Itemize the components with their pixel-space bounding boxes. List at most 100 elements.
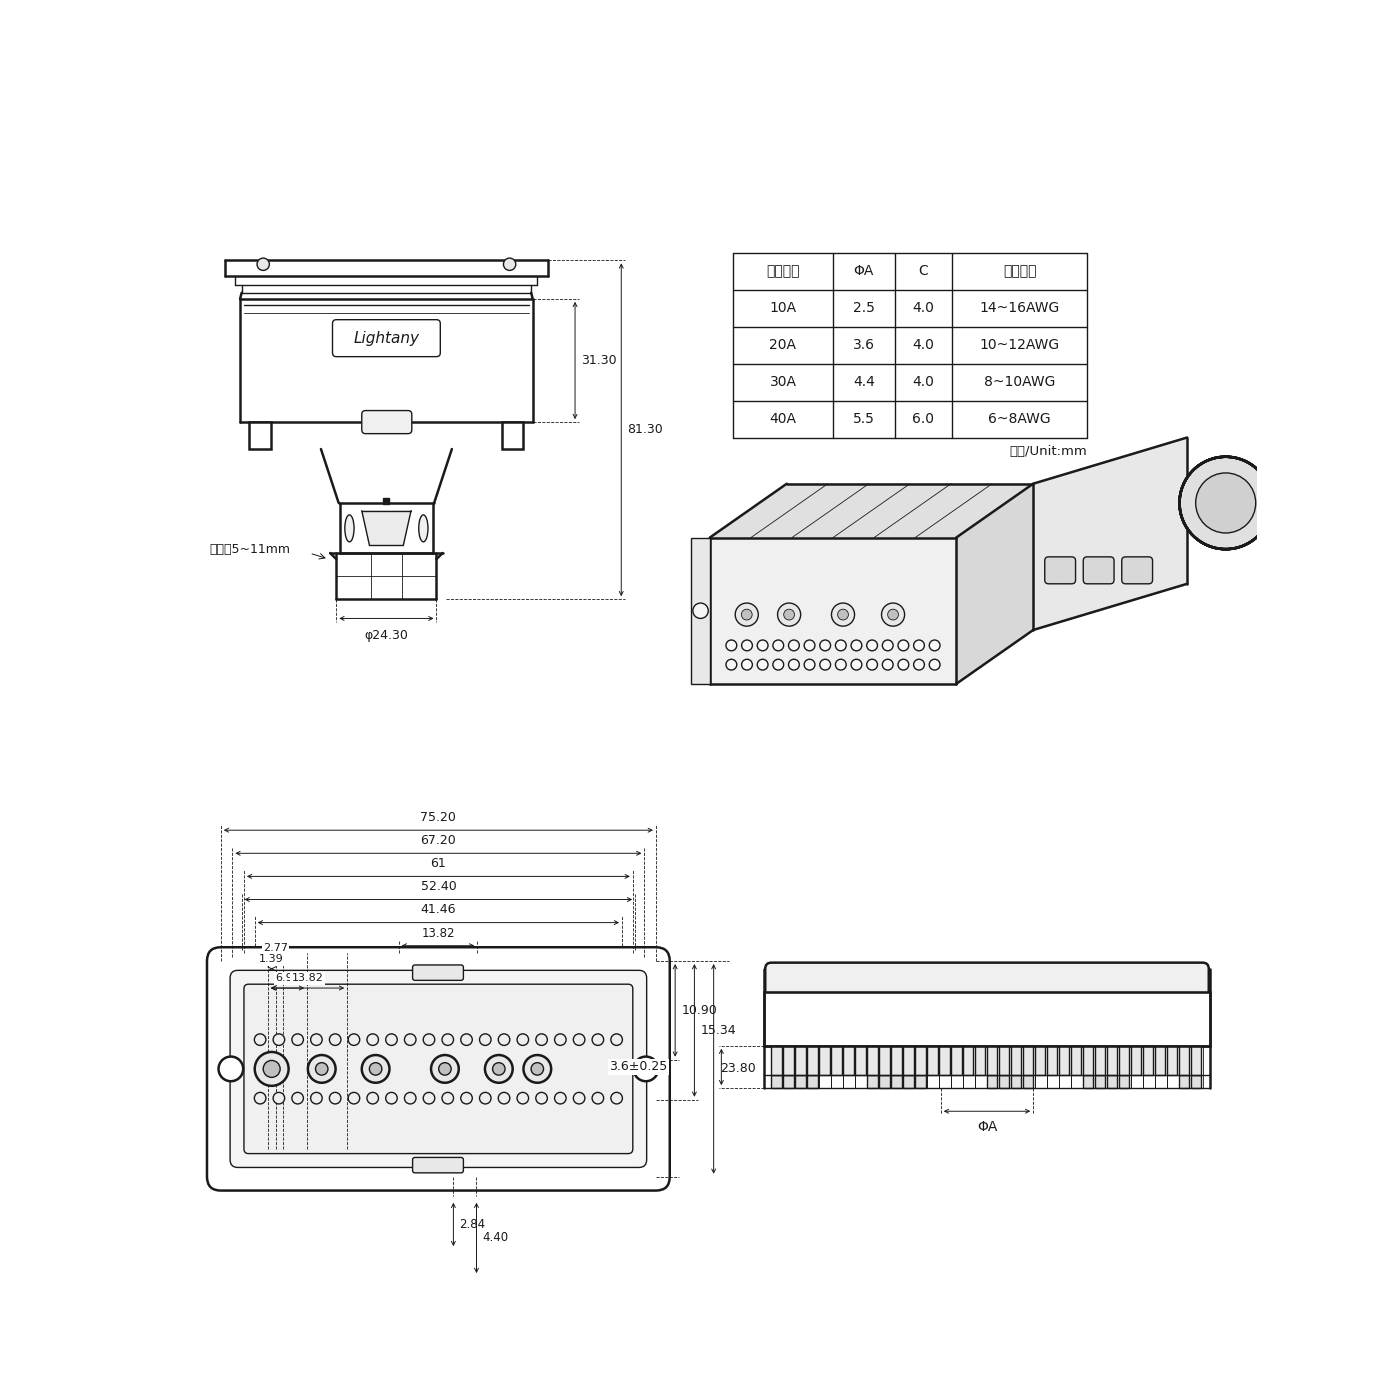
Circle shape xyxy=(882,640,893,651)
Circle shape xyxy=(311,1033,322,1046)
Text: 2.5: 2.5 xyxy=(853,301,875,315)
Circle shape xyxy=(574,1092,585,1105)
Text: 31.30: 31.30 xyxy=(581,354,617,367)
Circle shape xyxy=(592,1092,603,1105)
Bar xyxy=(892,1075,902,1088)
Circle shape xyxy=(263,1060,280,1078)
Text: 30A: 30A xyxy=(770,375,797,389)
Circle shape xyxy=(442,1033,454,1046)
Bar xyxy=(1011,1046,1022,1075)
Bar xyxy=(1131,1046,1141,1075)
Bar xyxy=(879,1046,889,1075)
Circle shape xyxy=(517,1033,529,1046)
FancyBboxPatch shape xyxy=(1084,557,1114,584)
Text: 4.4: 4.4 xyxy=(853,375,875,389)
Circle shape xyxy=(431,1056,459,1082)
Text: Lightany: Lightany xyxy=(353,330,420,346)
Circle shape xyxy=(836,659,846,671)
Circle shape xyxy=(536,1092,547,1105)
Text: 41.46: 41.46 xyxy=(420,903,456,917)
Circle shape xyxy=(531,1063,543,1075)
Bar xyxy=(1179,1046,1189,1075)
Text: 52.40: 52.40 xyxy=(420,881,456,893)
Bar xyxy=(795,1046,806,1075)
FancyBboxPatch shape xyxy=(230,970,647,1168)
Circle shape xyxy=(438,1063,451,1075)
Bar xyxy=(1047,1046,1057,1075)
Circle shape xyxy=(897,659,909,671)
Bar xyxy=(916,1046,925,1075)
Bar xyxy=(1119,1046,1130,1075)
Circle shape xyxy=(851,659,862,671)
Bar xyxy=(1179,1075,1189,1088)
Text: 15.34: 15.34 xyxy=(700,1023,736,1037)
Circle shape xyxy=(554,1033,566,1046)
Circle shape xyxy=(385,1092,398,1105)
Text: 3.6±0.25: 3.6±0.25 xyxy=(609,1060,668,1074)
Text: 6.91: 6.91 xyxy=(274,973,300,983)
Text: 75.20: 75.20 xyxy=(420,811,456,825)
Circle shape xyxy=(385,1033,398,1046)
Circle shape xyxy=(524,1056,552,1082)
Circle shape xyxy=(258,258,269,270)
Circle shape xyxy=(480,1092,491,1105)
FancyBboxPatch shape xyxy=(207,948,669,1190)
Circle shape xyxy=(836,640,846,651)
Bar xyxy=(808,1046,818,1075)
Circle shape xyxy=(517,1092,529,1105)
Circle shape xyxy=(897,640,909,651)
Bar xyxy=(916,1075,925,1088)
Bar xyxy=(1095,1046,1105,1075)
Bar xyxy=(1142,1046,1154,1075)
Text: 4.0: 4.0 xyxy=(913,375,934,389)
Circle shape xyxy=(329,1033,342,1046)
Text: 6~8AWG: 6~8AWG xyxy=(988,412,1051,426)
Circle shape xyxy=(610,1033,623,1046)
Text: 线材规格: 线材规格 xyxy=(1002,265,1036,279)
Text: 2.77: 2.77 xyxy=(263,942,288,952)
Text: 20A: 20A xyxy=(770,339,797,353)
Circle shape xyxy=(804,659,815,671)
Text: 4.40: 4.40 xyxy=(483,1232,508,1245)
Circle shape xyxy=(784,609,795,620)
Text: 40A: 40A xyxy=(770,412,797,426)
Circle shape xyxy=(735,603,759,626)
Circle shape xyxy=(832,603,854,626)
Bar xyxy=(974,1046,986,1075)
Text: 额定电流: 额定电流 xyxy=(766,265,799,279)
Text: 14~16AWG: 14~16AWG xyxy=(980,301,1060,315)
Bar xyxy=(1082,1075,1093,1088)
Bar xyxy=(963,1046,973,1075)
Bar xyxy=(771,1046,781,1075)
Circle shape xyxy=(757,640,769,651)
Circle shape xyxy=(291,1092,304,1105)
Circle shape xyxy=(461,1033,472,1046)
Bar xyxy=(795,1075,806,1088)
Circle shape xyxy=(788,640,799,651)
Bar xyxy=(1190,1046,1201,1075)
Circle shape xyxy=(480,1033,491,1046)
Text: 61: 61 xyxy=(431,857,447,871)
Text: 2.84: 2.84 xyxy=(459,1218,486,1231)
FancyBboxPatch shape xyxy=(1121,557,1152,584)
Bar xyxy=(819,1046,830,1075)
Text: 67.20: 67.20 xyxy=(420,834,456,847)
Bar xyxy=(1166,1046,1177,1075)
Text: 出线呗5~11mm: 出线呗5~11mm xyxy=(210,543,290,556)
Circle shape xyxy=(727,659,736,671)
Text: 5.5: 5.5 xyxy=(853,412,875,426)
Circle shape xyxy=(367,1092,378,1105)
Circle shape xyxy=(423,1033,435,1046)
Circle shape xyxy=(777,603,801,626)
FancyBboxPatch shape xyxy=(766,963,1208,998)
Bar xyxy=(690,538,710,683)
Text: 10A: 10A xyxy=(770,301,797,315)
Polygon shape xyxy=(710,483,1033,538)
Circle shape xyxy=(888,609,899,620)
Circle shape xyxy=(498,1033,510,1046)
Bar xyxy=(249,423,270,449)
Bar xyxy=(987,1046,997,1075)
Circle shape xyxy=(742,659,752,671)
Circle shape xyxy=(493,1063,505,1075)
Circle shape xyxy=(315,1063,328,1075)
